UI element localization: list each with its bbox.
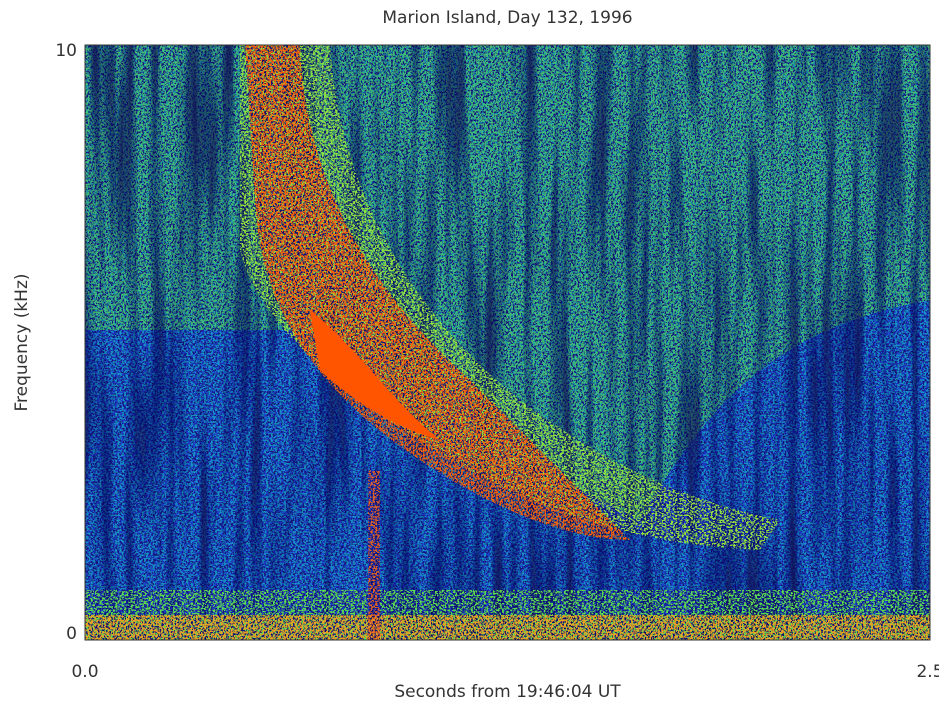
spectrogram-image: [85, 45, 930, 640]
y-axis-label: Frequency (kHz): [12, 273, 32, 411]
x-tick-label: 0.0: [71, 662, 98, 682]
x-tick-label: 2.5: [916, 662, 939, 682]
plot-frame: [84, 44, 931, 641]
chart-title: Marion Island, Day 132, 1996: [382, 8, 632, 28]
y-tick-label: 10: [55, 41, 77, 61]
x-axis-label: Seconds from 19:46:04 UT: [394, 682, 621, 702]
y-tick-label: 0: [66, 624, 77, 644]
